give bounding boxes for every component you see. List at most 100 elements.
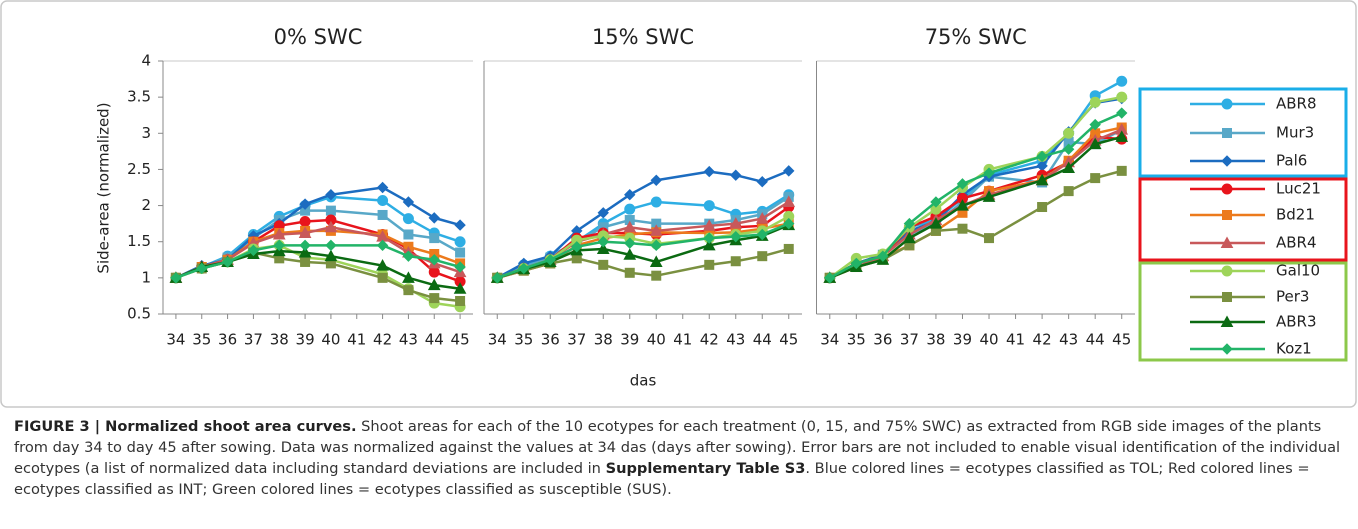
y-tick-label: 2 (141, 196, 151, 214)
marker (756, 228, 768, 241)
marker (518, 262, 530, 275)
marker (1116, 75, 1128, 87)
series: ABR3 (169, 244, 467, 294)
x-tick-label: 34 (820, 331, 839, 349)
marker (377, 209, 388, 220)
marker (1222, 292, 1232, 302)
x-tick-label: 43 (1059, 331, 1078, 349)
marker (650, 239, 662, 252)
caption-tail: . Blue colored lines = ecotypes classifi… (14, 460, 1310, 498)
marker (402, 250, 415, 262)
marker (454, 219, 466, 231)
x-tick-label: 37 (244, 331, 263, 349)
marker (730, 169, 742, 181)
marker (877, 250, 889, 262)
marker (1062, 161, 1075, 173)
x-tick-label: 39 (953, 331, 972, 349)
marker (298, 226, 312, 239)
x-tick-label: 42 (1033, 331, 1052, 349)
series: ABR4 (169, 220, 467, 283)
marker (544, 254, 556, 266)
marker (650, 174, 662, 186)
marker (782, 195, 796, 207)
y-tick-label: 4 (141, 52, 151, 70)
x-tick-label: 35 (192, 331, 211, 349)
marker (1088, 137, 1102, 150)
caption-heading: FIGURE 3 | Normalized shoot area curves. (14, 418, 357, 435)
marker (377, 272, 388, 283)
marker (850, 257, 863, 270)
marker (1220, 236, 1234, 248)
x-tick-label: 40 (321, 331, 340, 349)
legend-group-frame (1138, 87, 1348, 178)
marker (1116, 107, 1128, 119)
marker (1220, 315, 1234, 327)
panel-title: 0% SWC (274, 25, 363, 49)
y-tick-label: 1 (141, 268, 151, 286)
x-tick-label: 42 (373, 331, 392, 349)
x-tick-label: 34 (488, 331, 507, 349)
y-tick-label: 0.5 (127, 305, 151, 323)
x-tick-label: 39 (620, 331, 639, 349)
x-tick-label: 38 (270, 331, 289, 349)
marker (324, 220, 338, 233)
line (496, 222, 789, 280)
y-tick-label: 3 (141, 124, 151, 142)
x-tick-label: 42 (700, 331, 719, 349)
marker (273, 239, 285, 252)
marker (427, 278, 441, 291)
y-tick-label: 3.5 (127, 88, 151, 106)
marker (1063, 186, 1074, 197)
marker (1037, 202, 1048, 213)
marker (651, 270, 662, 281)
marker (1222, 128, 1232, 138)
marker (300, 256, 311, 267)
marker (597, 207, 609, 219)
marker (624, 189, 636, 201)
marker (402, 196, 415, 208)
marker (982, 190, 996, 202)
marker (730, 256, 741, 267)
marker (453, 282, 467, 294)
x-tick-label: 38 (594, 331, 613, 349)
marker (571, 241, 583, 253)
x-tick-label: 35 (847, 331, 866, 349)
marker (428, 212, 440, 224)
marker (1035, 173, 1049, 186)
marker (957, 223, 968, 234)
marker (454, 236, 466, 248)
marker (402, 213, 414, 225)
x-tick-label: 36 (541, 331, 560, 349)
caption-bold: Supplementary Table S3 (605, 460, 806, 477)
marker (403, 285, 414, 296)
x-tick-label: 37 (900, 331, 919, 349)
marker (624, 237, 636, 249)
marker (649, 255, 663, 267)
marker (983, 167, 995, 179)
marker (756, 176, 768, 188)
x-tick-label: 36 (873, 331, 892, 349)
marker (703, 165, 715, 178)
y-axis-label: Side-area (normalized) (95, 102, 113, 273)
legend-label: Gal10 (1276, 262, 1320, 280)
series: Per3 (824, 165, 1127, 283)
marker (1036, 150, 1048, 163)
caption: FIGURE 3 | Normalized shoot area curves.… (14, 416, 1344, 500)
marker (956, 199, 969, 211)
marker (649, 224, 663, 236)
series: ABR4 (490, 195, 796, 283)
x-tick-label: 41 (673, 331, 692, 349)
marker (704, 259, 715, 270)
marker (428, 254, 440, 266)
marker (1089, 118, 1101, 131)
marker (623, 220, 637, 233)
series: Koz1 (170, 239, 466, 284)
marker (703, 200, 715, 212)
marker (1222, 210, 1232, 220)
marker (1115, 130, 1129, 142)
marker (491, 272, 503, 284)
legend-label: Bd21 (1276, 206, 1315, 224)
marker (598, 259, 609, 270)
legend-label: ABR4 (1276, 234, 1317, 252)
